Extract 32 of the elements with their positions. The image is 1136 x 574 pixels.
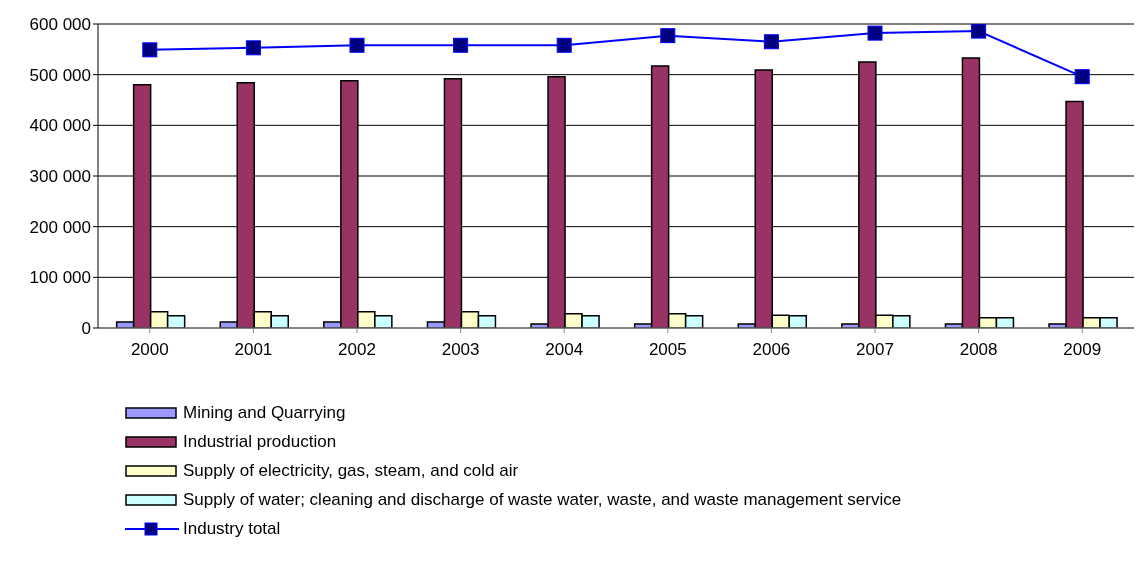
point: [660, 28, 676, 44]
point: [349, 37, 365, 53]
x-tick-label: 2003: [441, 340, 480, 360]
point: [971, 24, 987, 39]
legend-label: Industrial production: [183, 431, 337, 452]
y-tick-label: 0: [81, 319, 91, 339]
point: [453, 37, 469, 53]
x-tick-label: 2005: [648, 340, 687, 360]
y-tick-label: 300 000: [29, 167, 91, 187]
x-tick-label: 2000: [130, 340, 169, 360]
point: [245, 40, 261, 56]
x-tick-label: 2002: [338, 340, 376, 360]
y-tick-label: 500 000: [29, 65, 91, 85]
y-tick-label: 400 000: [29, 116, 91, 136]
point: [1074, 69, 1090, 85]
x-tick-label: 2009: [1063, 340, 1102, 360]
y-tick-label: 100 000: [29, 268, 91, 288]
point: [867, 25, 883, 41]
x-tick-label: 2004: [545, 340, 584, 360]
point: [142, 42, 158, 58]
point: [556, 37, 572, 53]
y-tick-label: 200 000: [29, 217, 91, 237]
x-tick-label: 2008: [959, 340, 998, 360]
y-tick-label: 600 000: [29, 15, 91, 35]
legend-label: Supply of water; cleaning and discharge of waste water, waste, and waste management service: [183, 489, 902, 510]
point: [763, 34, 779, 50]
legend-label: Mining and Quarrying: [183, 402, 346, 423]
legend-label: Supply of electricity, gas, steam, and cold air: [183, 460, 519, 481]
x-tick-label: 2007: [856, 340, 894, 360]
x-tick-label: 2001: [234, 340, 273, 360]
x-tick-label: 2006: [752, 340, 791, 360]
legend-label: Industry total: [183, 518, 281, 539]
